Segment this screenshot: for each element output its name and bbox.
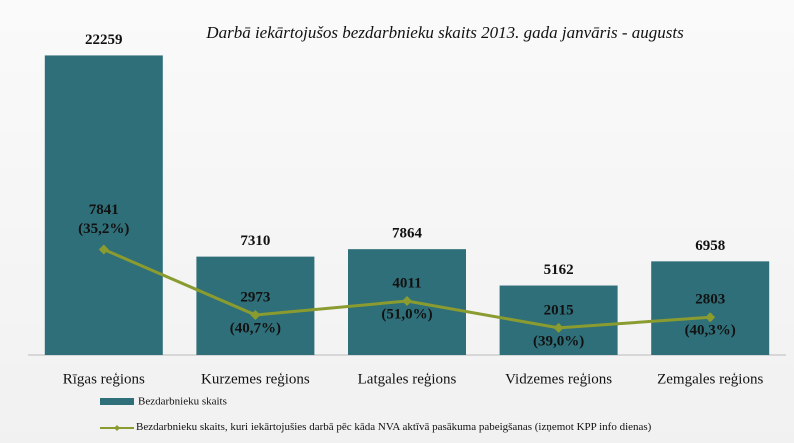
line-percent-label: (40,7%) — [230, 320, 281, 336]
line-value-label: 4011 — [392, 275, 421, 291]
line-marker — [553, 322, 564, 333]
line-percent-label: (39,0%) — [533, 333, 584, 349]
bar-value-label: 22259 — [85, 32, 123, 48]
bar — [651, 261, 770, 355]
line-marker — [705, 312, 716, 323]
line-value-label: 2803 — [695, 292, 725, 308]
bar-value-label: 6958 — [695, 238, 725, 254]
legend-label-box: Bezdarbnieku skaits, kuri iekārtojušies … — [136, 421, 652, 433]
line-marker — [402, 296, 412, 307]
x-tick-label: Latgales reģions — [358, 371, 457, 387]
line-marker — [250, 309, 261, 320]
legend-marker — [114, 425, 120, 431]
bar-value-label: 5162 — [544, 262, 574, 278]
line-percent-label: (51,0%) — [381, 306, 432, 322]
bar — [196, 256, 315, 355]
line-value-label: 7841 — [89, 202, 119, 218]
bar — [44, 55, 163, 355]
x-tick-label: Vidzemes reģions — [505, 371, 612, 387]
legend-swatch — [100, 398, 134, 405]
legend-label: Bezdarbnieku skaits — [138, 396, 227, 408]
x-tick-label: Kurzemes reģions — [201, 371, 310, 387]
line-value-label: 2973 — [240, 289, 270, 305]
legend-label: Bezdarbnieku skaits, kuri iekārtojušies … — [136, 421, 652, 433]
x-tick-label: Rīgas reģions — [63, 371, 145, 387]
x-tick-label: Zemgales reģions — [657, 371, 763, 387]
line-percent-label: (35,2%) — [78, 221, 129, 237]
line-percent-label: (40,3%) — [685, 323, 736, 339]
line-marker — [98, 244, 109, 255]
chart-title: Darbā iekārtojušos bezdarbnieku skaits 2… — [205, 23, 684, 42]
bar-value-label: 7864 — [392, 226, 423, 242]
line-value-label: 2015 — [544, 302, 574, 318]
bar-value-label: 7310 — [240, 233, 270, 249]
